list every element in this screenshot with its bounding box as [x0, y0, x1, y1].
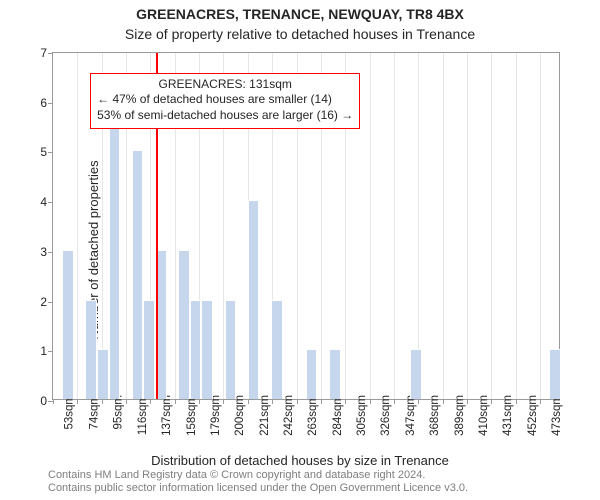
gridline	[516, 53, 517, 399]
x-tick	[321, 399, 322, 404]
y-tick-label: 7	[33, 46, 47, 60]
y-tick	[48, 152, 53, 153]
histogram-bar	[271, 300, 283, 399]
histogram-bar	[85, 300, 97, 399]
histogram-bar	[329, 349, 341, 399]
y-tick-label: 0	[33, 394, 47, 408]
y-tick-label: 5	[33, 145, 47, 159]
x-tick	[77, 399, 78, 404]
histogram-bar	[97, 349, 109, 399]
x-tick-label: 452sqm	[527, 395, 539, 436]
x-tick-label: 242sqm	[283, 395, 295, 436]
x-tick	[418, 399, 419, 404]
plot-area: 53sqm74sqm95sqm116sqm137sqm158sqm179sqm2…	[52, 52, 560, 400]
histogram-bar	[109, 101, 121, 399]
x-axis-label: Distribution of detached houses by size …	[0, 453, 600, 468]
gridline	[443, 53, 444, 399]
x-tick	[443, 399, 444, 404]
y-tick-label: 2	[33, 295, 47, 309]
histogram-bar	[410, 349, 422, 399]
y-tick	[48, 103, 53, 104]
x-tick	[467, 399, 468, 404]
chart-title-line1: GREENACRES, TRENANCE, NEWQUAY, TR8 4BX	[0, 6, 600, 22]
histogram-bar	[248, 200, 260, 399]
gridline	[394, 53, 395, 399]
y-tick	[48, 53, 53, 54]
x-tick	[53, 399, 54, 404]
y-tick-label: 3	[33, 245, 47, 259]
y-tick	[48, 351, 53, 352]
footer-line2: Contains public sector information licen…	[48, 482, 468, 496]
gridline	[467, 53, 468, 399]
y-tick-label: 4	[33, 195, 47, 209]
x-tick	[126, 399, 127, 404]
chart-title-line2: Size of property relative to detached ho…	[0, 26, 600, 42]
x-tick-label: 326sqm	[380, 395, 392, 436]
x-tick-label: 284sqm	[332, 395, 344, 436]
x-tick-label: 368sqm	[429, 395, 441, 436]
gridline	[77, 53, 78, 399]
x-tick-label: 137sqm	[161, 395, 173, 436]
y-tick-label: 1	[33, 344, 47, 358]
histogram-bar	[62, 250, 74, 399]
histogram-bar	[201, 300, 213, 399]
footer-attribution: Contains HM Land Registry data © Crown c…	[48, 469, 468, 497]
y-tick	[48, 302, 53, 303]
gridline	[370, 53, 371, 399]
x-tick	[491, 399, 492, 404]
x-tick	[175, 399, 176, 404]
x-tick-label: 116sqm	[137, 395, 149, 435]
x-tick-label: 389sqm	[453, 395, 465, 436]
annotation-line2: ← 47% of detached houses are smaller (14…	[97, 92, 353, 108]
x-tick	[272, 399, 273, 404]
gridline	[418, 53, 419, 399]
y-tick	[48, 202, 53, 203]
x-tick-label: 473sqm	[551, 395, 563, 436]
gridline	[491, 53, 492, 399]
x-tick-label: 305sqm	[356, 395, 368, 436]
x-tick-label: 431sqm	[502, 395, 514, 436]
x-tick-label: 347sqm	[405, 395, 417, 436]
y-tick	[48, 252, 53, 253]
x-tick-label: 410sqm	[478, 395, 490, 436]
annotation-box: GREENACRES: 131sqm← 47% of detached hous…	[90, 73, 360, 129]
histogram-bar	[178, 250, 190, 399]
x-tick	[394, 399, 395, 404]
y-tick-label: 6	[33, 96, 47, 110]
x-tick	[540, 399, 541, 404]
x-tick	[150, 399, 151, 404]
x-tick-label: 158sqm	[186, 395, 198, 436]
x-tick	[199, 399, 200, 404]
x-tick-label: 95sqm	[112, 395, 124, 430]
histogram-bar	[549, 349, 561, 399]
histogram-bar	[306, 349, 318, 399]
x-tick-label: 179sqm	[210, 395, 222, 436]
x-tick-label: 263sqm	[307, 395, 319, 436]
x-tick	[223, 399, 224, 404]
x-tick	[248, 399, 249, 404]
x-tick	[102, 399, 103, 404]
histogram-bar	[225, 300, 237, 399]
x-tick-label: 200sqm	[234, 395, 246, 436]
x-tick	[370, 399, 371, 404]
gridline	[540, 53, 541, 399]
x-tick-label: 221sqm	[259, 395, 271, 436]
x-tick-label: 74sqm	[88, 395, 100, 430]
annotation-line3: 53% of semi-detached houses are larger (…	[97, 108, 353, 124]
x-tick	[345, 399, 346, 404]
histogram-bar	[190, 300, 202, 399]
footer-line1: Contains HM Land Registry data © Crown c…	[48, 469, 468, 483]
annotation-line1: GREENACRES: 131sqm	[97, 77, 353, 93]
histogram-bar	[143, 300, 155, 399]
x-tick	[297, 399, 298, 404]
y-tick	[48, 401, 53, 402]
x-tick-label: 53sqm	[64, 395, 76, 430]
histogram-bar	[132, 150, 144, 399]
chart-container: GREENACRES, TRENANCE, NEWQUAY, TR8 4BX S…	[0, 0, 600, 500]
x-tick	[516, 399, 517, 404]
